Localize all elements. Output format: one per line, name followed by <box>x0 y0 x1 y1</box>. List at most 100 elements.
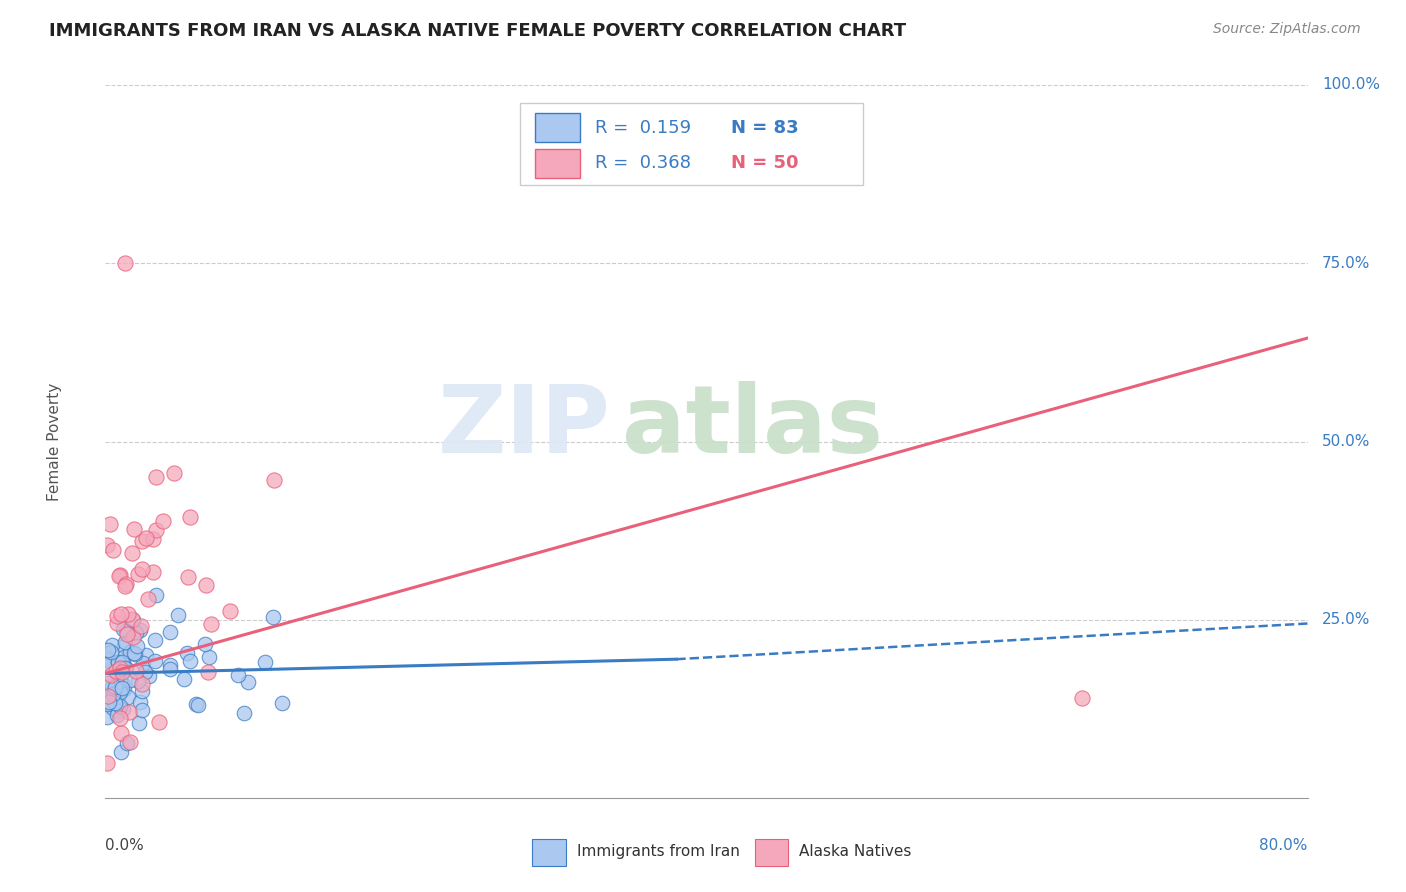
Point <box>103 684 125 698</box>
Text: 80.0%: 80.0% <box>1260 838 1308 853</box>
Point <box>104 664 127 678</box>
Text: R =  0.159: R = 0.159 <box>595 119 690 136</box>
Point <box>179 654 201 668</box>
Text: 25.0%: 25.0% <box>1322 613 1371 627</box>
Point <box>195 577 218 591</box>
Point <box>131 533 153 548</box>
Point <box>96 652 118 666</box>
Point <box>108 662 131 676</box>
Point <box>124 665 146 679</box>
Point <box>122 630 145 644</box>
Point <box>108 698 131 713</box>
Point <box>173 672 195 686</box>
Point <box>96 538 118 552</box>
Point <box>110 607 132 621</box>
Point <box>112 681 135 696</box>
Point <box>98 517 121 532</box>
Point <box>103 680 125 694</box>
Point <box>97 643 120 657</box>
Point <box>271 697 294 711</box>
Point <box>111 622 134 636</box>
Point <box>110 726 132 740</box>
Point <box>118 673 141 688</box>
Point <box>131 562 153 576</box>
Point <box>120 645 142 659</box>
Point <box>98 695 121 709</box>
Point <box>125 626 148 640</box>
Point <box>122 522 145 536</box>
Point <box>236 674 259 689</box>
Point <box>108 569 131 583</box>
Point <box>142 566 165 580</box>
Text: 0.0%: 0.0% <box>105 838 145 853</box>
Point <box>108 711 131 725</box>
Text: 50.0%: 50.0% <box>1322 434 1371 449</box>
Point <box>124 646 146 660</box>
Point <box>128 716 150 731</box>
Point <box>107 655 129 669</box>
Point <box>111 681 134 695</box>
Point <box>131 684 153 698</box>
Point <box>197 650 219 665</box>
Point <box>159 662 181 676</box>
Text: Alaska Natives: Alaska Natives <box>799 845 911 859</box>
Point <box>121 546 143 560</box>
Point <box>108 568 131 582</box>
Point <box>135 648 157 663</box>
Point <box>159 658 181 673</box>
Point <box>187 698 209 713</box>
Point <box>101 542 124 557</box>
Point <box>254 655 277 669</box>
Point <box>101 638 124 652</box>
Point <box>96 657 118 671</box>
Point <box>134 665 156 680</box>
Point <box>96 756 118 770</box>
Bar <box>534 149 581 178</box>
Point <box>145 470 167 484</box>
Point <box>142 532 165 546</box>
Point <box>100 679 122 693</box>
Point <box>132 656 155 670</box>
Point <box>100 668 122 682</box>
Point <box>111 660 134 674</box>
Point <box>96 709 118 723</box>
Point <box>115 661 138 675</box>
Point <box>114 256 136 270</box>
FancyBboxPatch shape <box>520 103 863 185</box>
Point <box>112 650 135 665</box>
Point <box>96 676 118 690</box>
Point <box>98 689 121 703</box>
Point <box>152 514 174 528</box>
Point <box>127 673 149 688</box>
Point <box>111 655 134 669</box>
Point <box>184 697 207 711</box>
Point <box>118 735 141 749</box>
Point <box>143 632 166 647</box>
Point <box>110 673 132 688</box>
Point <box>177 570 200 584</box>
Point <box>110 661 132 675</box>
Point <box>138 669 160 683</box>
Point <box>112 639 135 653</box>
Point <box>96 697 118 711</box>
Bar <box>534 113 581 142</box>
Text: IMMIGRANTS FROM IRAN VS ALASKA NATIVE FEMALE POVERTY CORRELATION CHART: IMMIGRANTS FROM IRAN VS ALASKA NATIVE FE… <box>49 22 907 40</box>
Text: ZIP: ZIP <box>437 381 610 474</box>
Point <box>110 685 132 699</box>
Point <box>114 579 136 593</box>
Point <box>100 645 122 659</box>
Point <box>115 627 138 641</box>
Point <box>145 523 167 537</box>
Point <box>114 624 136 639</box>
Point <box>104 681 127 695</box>
Text: R =  0.368: R = 0.368 <box>595 154 690 172</box>
Point <box>143 655 166 669</box>
Point <box>218 604 240 618</box>
Point <box>129 619 152 633</box>
Point <box>111 665 134 679</box>
Text: 100.0%: 100.0% <box>1322 78 1381 92</box>
Point <box>114 635 136 649</box>
Point <box>114 661 136 675</box>
Point <box>127 567 149 582</box>
Text: Source: ZipAtlas.com: Source: ZipAtlas.com <box>1213 22 1361 37</box>
